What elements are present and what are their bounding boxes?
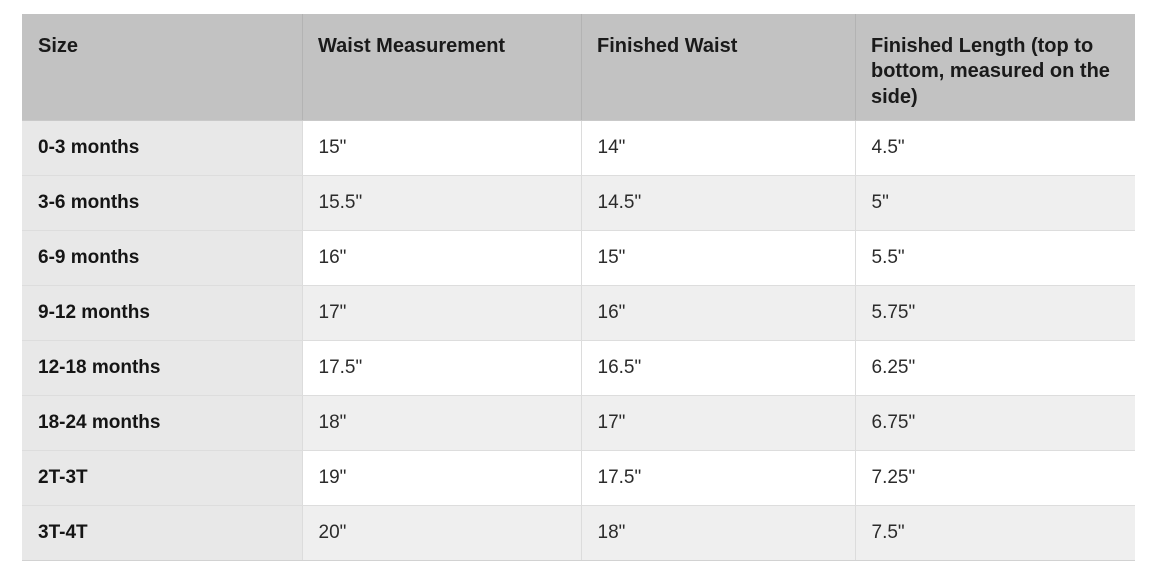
cell-waist-measurement: 17.5" (301, 340, 581, 396)
size-chart-table: Size Waist Measurement Finished Waist Fi… (22, 14, 1135, 561)
cell-size: 3T-4T (22, 505, 302, 561)
cell-finished-waist: 15" (580, 230, 855, 286)
table-row: 12-18 months 17.5" 16.5" 6.25" (22, 340, 1135, 396)
cell-finished-length: 6.25" (854, 340, 1135, 396)
cell-finished-waist: 18" (580, 505, 855, 561)
table-row: 9-12 months 17" 16" 5.75" (22, 285, 1135, 341)
table-row: 0-3 months 15" 14" 4.5" (22, 120, 1135, 176)
cell-finished-length: 6.75" (854, 395, 1135, 451)
table-header: Size Waist Measurement Finished Waist Fi… (22, 14, 1135, 121)
table-row: 3-6 months 15.5" 14.5" 5" (22, 175, 1135, 231)
cell-finished-waist: 16.5" (580, 340, 855, 396)
cell-finished-length: 7.5" (854, 505, 1135, 561)
cell-size: 3-6 months (22, 175, 302, 231)
cell-waist-measurement: 16" (301, 230, 581, 286)
cell-finished-waist: 14.5" (580, 175, 855, 231)
cell-waist-measurement: 19" (301, 450, 581, 506)
cell-finished-waist: 16" (580, 285, 855, 341)
cell-waist-measurement: 15" (301, 120, 581, 176)
cell-size: 6-9 months (22, 230, 302, 286)
cell-waist-measurement: 20" (301, 505, 581, 561)
column-header-size: Size (22, 14, 302, 121)
table-row: 3T-4T 20" 18" 7.5" (22, 505, 1135, 561)
cell-finished-length: 5" (854, 175, 1135, 231)
header-row: Size Waist Measurement Finished Waist Fi… (22, 14, 1135, 121)
cell-size: 0-3 months (22, 120, 302, 176)
cell-size: 9-12 months (22, 285, 302, 341)
cell-finished-waist: 14" (580, 120, 855, 176)
cell-finished-length: 4.5" (854, 120, 1135, 176)
cell-waist-measurement: 15.5" (301, 175, 581, 231)
cell-finished-waist: 17" (580, 395, 855, 451)
table-body: 0-3 months 15" 14" 4.5" 3-6 months 15.5"… (22, 120, 1135, 561)
cell-waist-measurement: 18" (301, 395, 581, 451)
cell-finished-length: 5.5" (854, 230, 1135, 286)
cell-size: 12-18 months (22, 340, 302, 396)
cell-waist-measurement: 17" (301, 285, 581, 341)
cell-size: 18-24 months (22, 395, 302, 451)
table-row: 18-24 months 18" 17" 6.75" (22, 395, 1135, 451)
cell-finished-waist: 17.5" (580, 450, 855, 506)
cell-finished-length: 7.25" (854, 450, 1135, 506)
cell-size: 2T-3T (22, 450, 302, 506)
column-header-waist-measurement: Waist Measurement (302, 14, 581, 121)
column-header-finished-length: Finished Length (top to bottom, measured… (855, 14, 1135, 121)
column-header-finished-waist: Finished Waist (581, 14, 855, 121)
table-row: 6-9 months 16" 15" 5.5" (22, 230, 1135, 286)
table-row: 2T-3T 19" 17.5" 7.25" (22, 450, 1135, 506)
cell-finished-length: 5.75" (854, 285, 1135, 341)
